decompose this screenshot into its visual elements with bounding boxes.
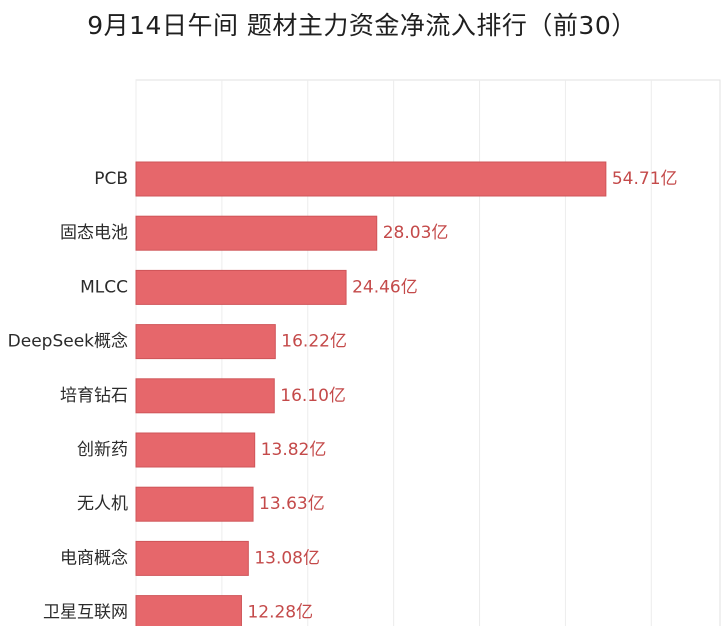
value-label-1: 28.03亿 <box>383 223 449 243</box>
bar-6 <box>135 486 254 522</box>
bars-group <box>135 161 607 626</box>
chart-title: 9月14日午间 题材主力资金净流入排行（前30） <box>87 11 637 40</box>
category-label-0: PCB <box>94 169 128 189</box>
value-label-4: 16.10亿 <box>280 386 346 406</box>
value-label-2: 24.46亿 <box>352 277 418 297</box>
bar-3 <box>135 324 276 360</box>
bar-4 <box>135 378 275 414</box>
bar-5 <box>135 432 256 468</box>
value-label-5: 13.82亿 <box>261 440 327 460</box>
bar-7 <box>135 540 249 576</box>
bar-8 <box>135 595 242 626</box>
value-label-6: 13.63亿 <box>259 494 325 514</box>
category-label-6: 无人机 <box>77 494 128 514</box>
bar-2 <box>135 269 347 305</box>
category-label-5: 创新药 <box>77 440 128 460</box>
category-label-1: 固态电池 <box>60 223 128 243</box>
category-label-4: 培育钻石 <box>60 386 128 406</box>
value-labels: 54.71亿 28.03亿 24.46亿 16.22亿 16.10亿 13.82亿 13.6… <box>247 169 677 623</box>
value-label-3: 16.22亿 <box>281 332 347 352</box>
value-label-0: 54.71亿 <box>612 169 678 189</box>
value-label-8: 12.28亿 <box>247 603 313 623</box>
bar-0 <box>135 161 607 197</box>
value-label-7: 13.08亿 <box>254 548 320 568</box>
category-label-3: DeepSeek概念 <box>8 331 128 352</box>
category-label-2: MLCC <box>80 277 128 297</box>
category-label-7: 电商概念 <box>60 547 128 568</box>
category-label-8: 卫星互联网 <box>43 603 128 623</box>
bar-1 <box>135 215 378 251</box>
